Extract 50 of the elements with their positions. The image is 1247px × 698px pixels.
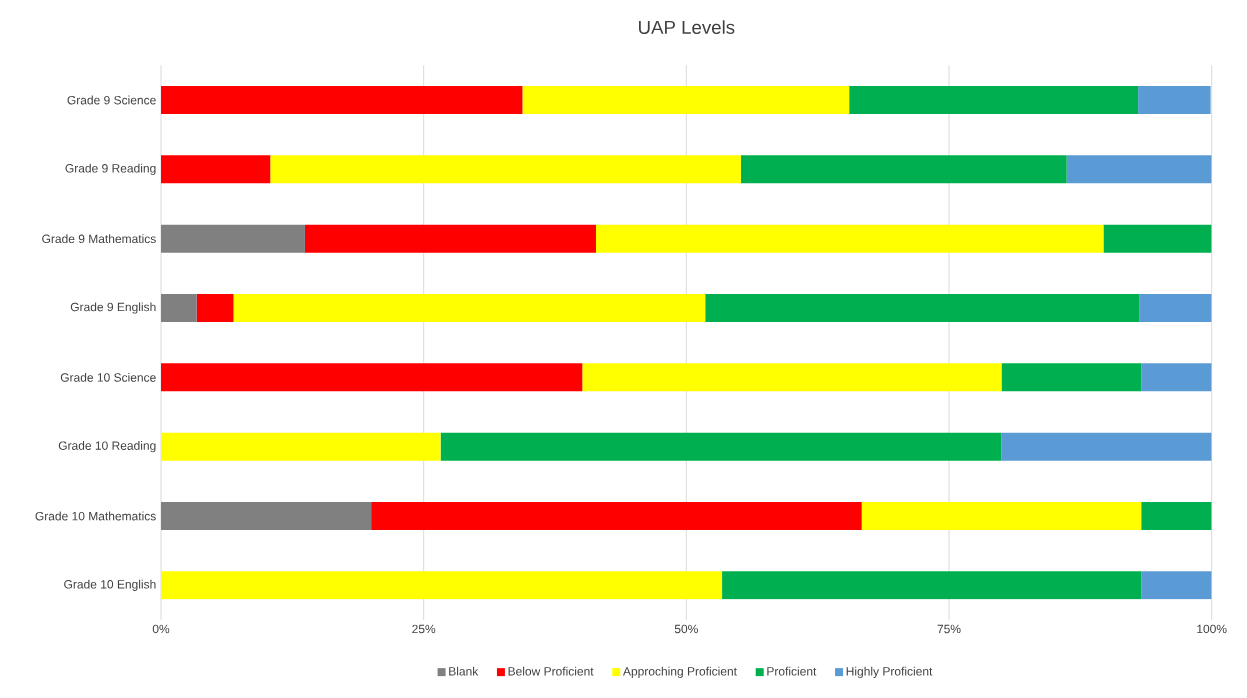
bar bbox=[1141, 363, 1212, 392]
bar bbox=[161, 155, 271, 184]
x-tick-label: 25% bbox=[412, 624, 436, 634]
bar bbox=[861, 501, 1142, 530]
bar bbox=[371, 501, 862, 530]
bar bbox=[196, 294, 234, 322]
bar bbox=[595, 224, 1104, 253]
bar bbox=[1001, 432, 1212, 461]
bar bbox=[161, 571, 723, 600]
bar bbox=[304, 224, 596, 253]
bar bbox=[522, 86, 850, 115]
bar bbox=[1138, 86, 1211, 115]
bar bbox=[1103, 224, 1212, 253]
y-tick-label: Grade 9 Reading bbox=[65, 163, 156, 175]
bar bbox=[705, 294, 1140, 322]
bar bbox=[1139, 294, 1212, 322]
bar bbox=[722, 571, 1142, 600]
x-tick-label: 50% bbox=[674, 624, 698, 634]
x-tick-label: 75% bbox=[937, 624, 961, 634]
bar bbox=[161, 432, 441, 461]
bar bbox=[582, 363, 1002, 392]
bar bbox=[1001, 363, 1142, 392]
bar bbox=[1141, 571, 1212, 600]
y-tick-label: Grade 10 Mathematics bbox=[35, 511, 156, 521]
legend-label: Blank bbox=[449, 666, 479, 676]
bar bbox=[161, 86, 523, 115]
y-tick-label: Grade 10 English bbox=[64, 579, 156, 591]
bar bbox=[849, 86, 1139, 115]
x-tick-label: 0% bbox=[152, 624, 170, 634]
bar bbox=[440, 432, 1002, 461]
y-tick-label: Grade 10 Reading bbox=[58, 441, 156, 453]
y-tick-label: Grade 10 Science bbox=[60, 372, 156, 382]
chart-title: UAP Levels bbox=[639, 20, 735, 34]
legend-label: Proficient bbox=[767, 666, 817, 676]
bar bbox=[233, 294, 706, 322]
bar bbox=[161, 294, 197, 322]
x-tick-label: 100% bbox=[1197, 624, 1227, 634]
bar bbox=[1066, 155, 1212, 184]
bar bbox=[161, 224, 305, 253]
legend-label: Below Proficient bbox=[508, 666, 594, 676]
legend-label: Approching Proficient bbox=[622, 666, 737, 678]
bar bbox=[270, 155, 741, 184]
legend-label: Highly Proficient bbox=[846, 666, 933, 678]
y-tick-label: Grade 9 Science bbox=[67, 95, 156, 105]
bar bbox=[161, 501, 372, 530]
y-tick-label: Grade 9 Mathematics bbox=[42, 234, 156, 244]
y-tick-label: Grade 9 English bbox=[70, 302, 156, 314]
bar bbox=[161, 363, 583, 392]
bar bbox=[1141, 501, 1212, 530]
bar bbox=[740, 155, 1067, 184]
